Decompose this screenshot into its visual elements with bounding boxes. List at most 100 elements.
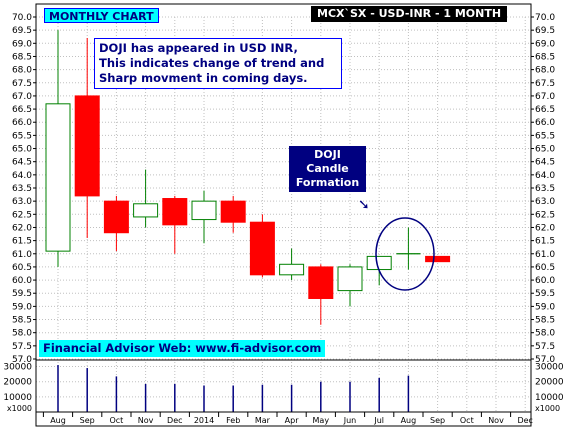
price-tick-label: 58.5 <box>12 316 32 326</box>
candle-body <box>133 203 159 218</box>
price-tick-label: 61.0 <box>535 250 555 260</box>
volume-bars <box>57 365 410 412</box>
price-tick-label: 67.5 <box>535 79 555 89</box>
doji-highlight-circle <box>375 217 435 291</box>
candle <box>279 248 305 281</box>
doji-label-line: Candle <box>306 162 349 175</box>
price-tick-label: 59.5 <box>535 289 555 299</box>
candle-body <box>337 266 363 292</box>
candle <box>308 264 334 325</box>
candle <box>103 195 129 252</box>
month-tick-label: Oct <box>460 416 474 425</box>
price-tick-label: 65.0 <box>12 145 32 155</box>
doji-label-line: DOJI <box>314 148 341 161</box>
month-tick-label: Feb <box>226 416 240 425</box>
price-tick-label: 60.5 <box>535 263 555 273</box>
candle <box>162 195 188 254</box>
price-tick-label: 61.5 <box>535 237 555 247</box>
chart-title: MCX`SX - USD-INR - 1 MONTH <box>311 6 508 22</box>
volume-multiplier-label: x1000 <box>535 404 560 413</box>
price-tick-label: 63.5 <box>12 184 32 194</box>
price-tick-label: 68.0 <box>535 66 555 76</box>
price-tick-label: 59.5 <box>12 289 32 299</box>
price-tick-label: 70.0 <box>12 13 32 23</box>
month-tick-label: Jun <box>343 416 357 425</box>
chart-frame <box>35 3 532 427</box>
candle-body <box>162 198 188 226</box>
candles <box>45 30 451 325</box>
price-tick-label: 66.0 <box>535 118 555 128</box>
month-tick-label: Apr <box>285 416 300 425</box>
volume-tick-label: 20000 <box>535 378 564 388</box>
month-tick-label: 2014 <box>194 416 214 425</box>
price-tick-label: 64.5 <box>535 158 555 168</box>
doji-formation-label: DOJI Candle Formation <box>289 146 366 192</box>
price-tick-label: 70.0 <box>535 13 555 23</box>
candle-body <box>425 255 451 263</box>
price-tick-label: 66.5 <box>535 105 555 115</box>
month-tick-label: Nov <box>138 416 154 425</box>
price-tick-label: 69.5 <box>12 26 32 36</box>
price-tick-label: 60.0 <box>535 276 555 286</box>
price-tick-label: 64.0 <box>535 171 555 181</box>
month-tick-label: Jul <box>373 416 384 425</box>
candle-body <box>366 255 392 271</box>
price-tick-label: 59.0 <box>535 302 555 312</box>
price-tick-label: 67.0 <box>535 92 555 102</box>
volume-tick-label: 10000 <box>3 393 32 403</box>
price-tick-label: 57.5 <box>535 342 555 352</box>
candle <box>249 214 275 278</box>
candle-body <box>279 263 305 276</box>
candle <box>133 169 159 228</box>
price-tick-label: 61.0 <box>12 250 32 260</box>
price-tick-label: 57.0 <box>535 355 555 365</box>
month-tick-label: Aug <box>401 416 417 425</box>
candle <box>396 227 421 270</box>
price-tick-label: 69.5 <box>535 26 555 36</box>
monthly-chart-label: MONTHLY CHART <box>44 8 159 23</box>
month-axis-border <box>35 411 532 427</box>
price-tick-label: 57.0 <box>12 355 32 365</box>
price-tick-label: 58.0 <box>12 329 32 339</box>
price-tick-label: 58.0 <box>535 329 555 339</box>
price-tick-label: 61.5 <box>12 237 32 247</box>
doji-note-box: DOJI has appeared in USD INR, This indic… <box>94 38 342 89</box>
price-tick-label: 60.0 <box>12 276 32 286</box>
price-tick-label: 62.5 <box>535 210 555 220</box>
price-tick-label: 60.5 <box>12 263 32 273</box>
doji-label-line: Formation <box>295 176 360 189</box>
candle <box>337 264 363 307</box>
volume-tick-label: 10000 <box>535 393 564 403</box>
candle-body <box>74 95 100 197</box>
right-price-axis: 70.0 69.5 69.0 68.5 68.0 67.5 67.0 66.5 66.0 65.5… <box>531 13 555 365</box>
candle <box>191 190 217 244</box>
price-tick-label: 69.0 <box>535 39 555 49</box>
volume-multiplier-label: x1000 <box>7 404 32 413</box>
month-tick-label: Dec <box>517 416 532 425</box>
month-tick-label: Nov <box>488 416 504 425</box>
price-tick-label: 59.0 <box>12 302 32 312</box>
arrow-icon: ➘ <box>358 197 370 213</box>
price-tick-label: 66.0 <box>12 118 32 128</box>
price-tick-label: 62.5 <box>12 210 32 220</box>
candle-body <box>45 103 71 252</box>
price-tick-label: 57.5 <box>12 342 32 352</box>
price-tick-label: 69.0 <box>12 39 32 49</box>
volume-tick-label: 30000 <box>535 363 564 373</box>
candle-body <box>308 266 334 299</box>
volume-tick-label: 20000 <box>3 378 32 388</box>
left-price-axis: 70.0 69.5 69.0 68.5 68.0 67.5 67.0 66.5 66.0 65.5… <box>12 13 36 365</box>
price-tick-label: 63.0 <box>535 197 555 207</box>
candle-body <box>220 200 246 223</box>
note-line: DOJI has appeared in USD INR, <box>99 41 298 55</box>
note-line: Sharp movment in coming days. <box>99 71 308 85</box>
price-tick-label: 65.5 <box>12 131 32 141</box>
month-axis: Aug Sep Oct Nov Dec 2014 Feb Mar Apr May Jun Jul Aug… <box>42 412 533 425</box>
candle-body <box>249 221 275 276</box>
price-tick-label: 63.5 <box>535 184 555 194</box>
price-tick-label: 62.0 <box>535 223 555 233</box>
candle-body <box>103 200 129 234</box>
candle <box>425 255 451 263</box>
price-tick-label: 64.0 <box>12 171 32 181</box>
